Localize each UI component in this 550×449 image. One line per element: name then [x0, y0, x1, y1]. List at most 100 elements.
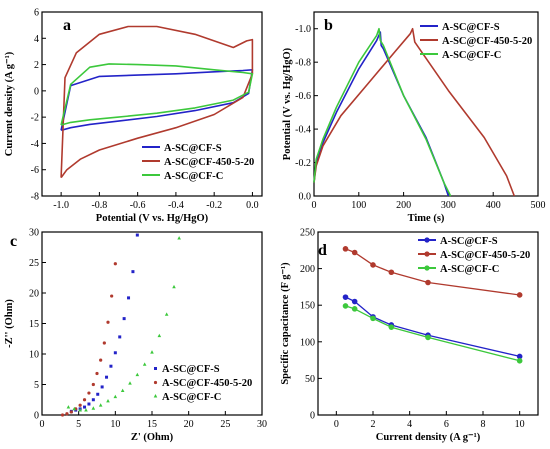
x-tick-label: 400: [486, 200, 501, 211]
data-point: [83, 405, 87, 409]
panel-c: 0 5 10 15 20 25 30 0 5 10 15 20 25 30 Z' (Ohm) -Z'' (Oh…: [4, 228, 267, 444]
plot-frame: [41, 11, 263, 197]
x-tick-label: 2: [371, 419, 376, 430]
data-point: [388, 269, 395, 276]
data-point: [342, 294, 349, 300]
data-point: [164, 312, 169, 316]
data-point: [131, 270, 135, 274]
legend-label: A-SC@CF-C: [440, 264, 499, 275]
y-axis-label: Current density (A g⁻¹): [4, 51, 15, 156]
y-tick-label: 200: [300, 264, 315, 275]
x-tick-label: 30: [257, 419, 267, 430]
x-tick-label: 0: [334, 419, 339, 430]
x-tick-label: 6: [444, 419, 449, 430]
data-point: [351, 249, 358, 256]
data-point: [135, 372, 140, 377]
data-point: [351, 298, 358, 305]
legend-label: A-SC@CF-S: [440, 236, 498, 247]
y-tick-label: -0.2: [295, 158, 311, 169]
y-tick-label: 150: [300, 301, 315, 312]
legend-label: A-SC@CF-450-5-20: [442, 36, 532, 47]
data-point: [91, 406, 96, 410]
x-axis-label: Z' (Ohm): [131, 432, 174, 443]
x-tick-label: 10: [110, 419, 120, 430]
data-point: [516, 292, 523, 298]
legend-label: A-SC@CF-450-5-20: [164, 157, 254, 168]
y-tick-label: 4: [34, 34, 39, 45]
data-point: [100, 385, 104, 389]
y-tick-label: 20: [29, 289, 39, 300]
x-tick-label: 200: [396, 200, 411, 211]
legend-label: A-SC@CF-C: [162, 392, 221, 403]
y-tick-label: 6: [34, 8, 39, 19]
series-line-2: [60, 25, 254, 179]
data-point: [128, 381, 132, 385]
y-tick-label: -4: [31, 139, 39, 150]
legend-label: A-SC@CF-C: [164, 171, 223, 182]
y-tick-label: 10: [29, 350, 39, 361]
legend-marker: [154, 367, 157, 370]
data-point: [110, 294, 114, 298]
x-tick-label: -1.0: [53, 200, 69, 211]
panel-letter: a: [63, 17, 71, 34]
data-point: [135, 233, 139, 237]
data-point: [177, 236, 181, 240]
data-point: [105, 375, 109, 379]
x-tick-label: -0.2: [206, 200, 222, 211]
data-point: [78, 403, 82, 407]
y-tick-label: 0: [34, 411, 39, 422]
y-tick-label: 15: [29, 319, 39, 330]
x-axis-label: Current density (A g⁻¹): [376, 432, 481, 443]
x-tick-label: 25: [220, 419, 230, 430]
x-tick-label: 300: [441, 200, 456, 211]
data-point: [87, 402, 91, 406]
data-point: [425, 279, 431, 286]
data-point: [84, 408, 88, 412]
data-point: [65, 412, 69, 416]
x-axis-label: Time (s): [408, 213, 445, 224]
y-tick-label: -0.6: [295, 91, 311, 102]
y-tick-label: 0.0: [299, 192, 312, 203]
data-point: [118, 335, 122, 339]
series-line-3: [313, 27, 452, 197]
x-tick-label: 500: [531, 200, 546, 211]
data-point: [82, 398, 87, 402]
data-point: [87, 391, 91, 395]
y-tick-label: 5: [34, 380, 39, 391]
legend-label: A-SC@CF-S: [164, 143, 222, 154]
x-tick-label: 0: [40, 419, 45, 430]
x-tick-label: 100: [351, 200, 366, 211]
data-point: [109, 364, 113, 368]
data-point: [127, 296, 131, 300]
x-tick-label: 8: [481, 419, 486, 430]
y-tick-label: 100: [300, 337, 315, 348]
data-point: [370, 262, 376, 268]
x-tick-label: -0.6: [130, 200, 146, 211]
y-tick-label: -8: [31, 192, 39, 203]
x-tick-label: 20: [184, 419, 194, 430]
legend-marker: [424, 237, 430, 243]
x-tick-label: 0: [312, 200, 317, 211]
plot-frame: [313, 11, 539, 197]
data-point: [98, 403, 103, 407]
data-point: [113, 351, 117, 355]
data-point: [96, 392, 100, 396]
data-point: [78, 408, 82, 412]
data-point: [425, 334, 431, 341]
legend-label: A-SC@CF-S: [162, 364, 220, 375]
x-axis-label: Potential (V vs. Hg/HgO): [96, 213, 209, 224]
panel-letter: c: [10, 233, 17, 250]
data-point: [370, 315, 376, 322]
data-point: [113, 394, 118, 399]
data-point: [342, 303, 349, 309]
y-tick-label: -0.8: [295, 58, 311, 69]
y-tick-label: -1.0: [295, 24, 311, 35]
y-tick-label: -2: [31, 113, 39, 124]
y-axis-label: -Z'' (Ohm): [4, 299, 15, 348]
data-point: [60, 413, 65, 417]
data-point: [516, 353, 523, 360]
data-point: [157, 333, 162, 338]
y-axis-label: Potential (V vs. Hg/HgO): [282, 47, 293, 160]
